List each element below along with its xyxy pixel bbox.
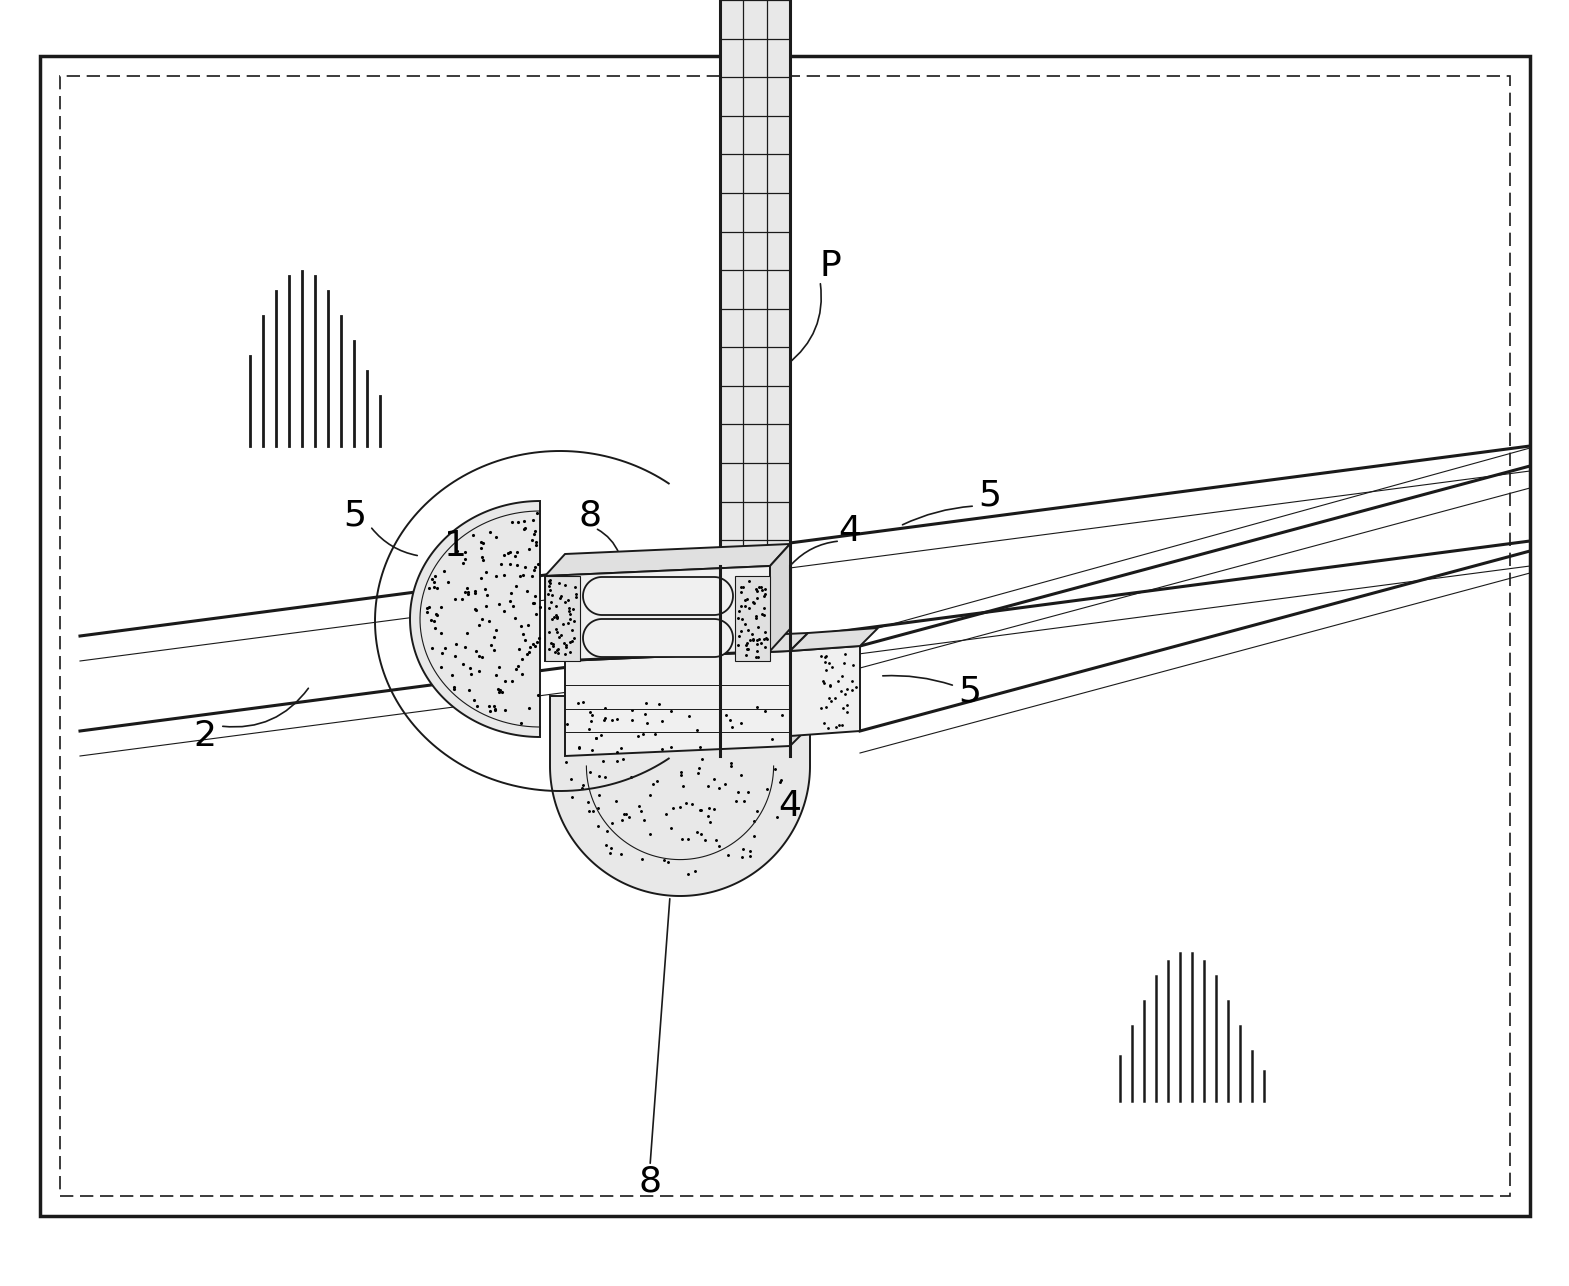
Polygon shape	[584, 577, 733, 615]
Polygon shape	[734, 576, 770, 661]
Text: 5: 5	[979, 478, 1001, 513]
Polygon shape	[551, 696, 810, 896]
Polygon shape	[791, 646, 860, 736]
Polygon shape	[565, 633, 808, 661]
Text: 4: 4	[778, 790, 802, 823]
Polygon shape	[791, 628, 879, 651]
Text: 2: 2	[193, 719, 217, 754]
Text: 8: 8	[579, 499, 601, 532]
Polygon shape	[791, 633, 808, 746]
Text: P: P	[819, 249, 841, 283]
Text: 4: 4	[838, 514, 861, 548]
Text: 1: 1	[444, 529, 466, 563]
Text: 8: 8	[639, 1164, 662, 1199]
Polygon shape	[544, 566, 770, 661]
Bar	[720, 0, 791, 656]
Polygon shape	[410, 502, 540, 737]
Polygon shape	[565, 651, 791, 756]
Polygon shape	[544, 544, 791, 576]
Text: 5: 5	[344, 499, 367, 532]
Bar	[60, 76, 1509, 1196]
Polygon shape	[544, 576, 581, 661]
Polygon shape	[584, 619, 733, 657]
Polygon shape	[770, 544, 791, 651]
Text: 5: 5	[959, 674, 982, 709]
